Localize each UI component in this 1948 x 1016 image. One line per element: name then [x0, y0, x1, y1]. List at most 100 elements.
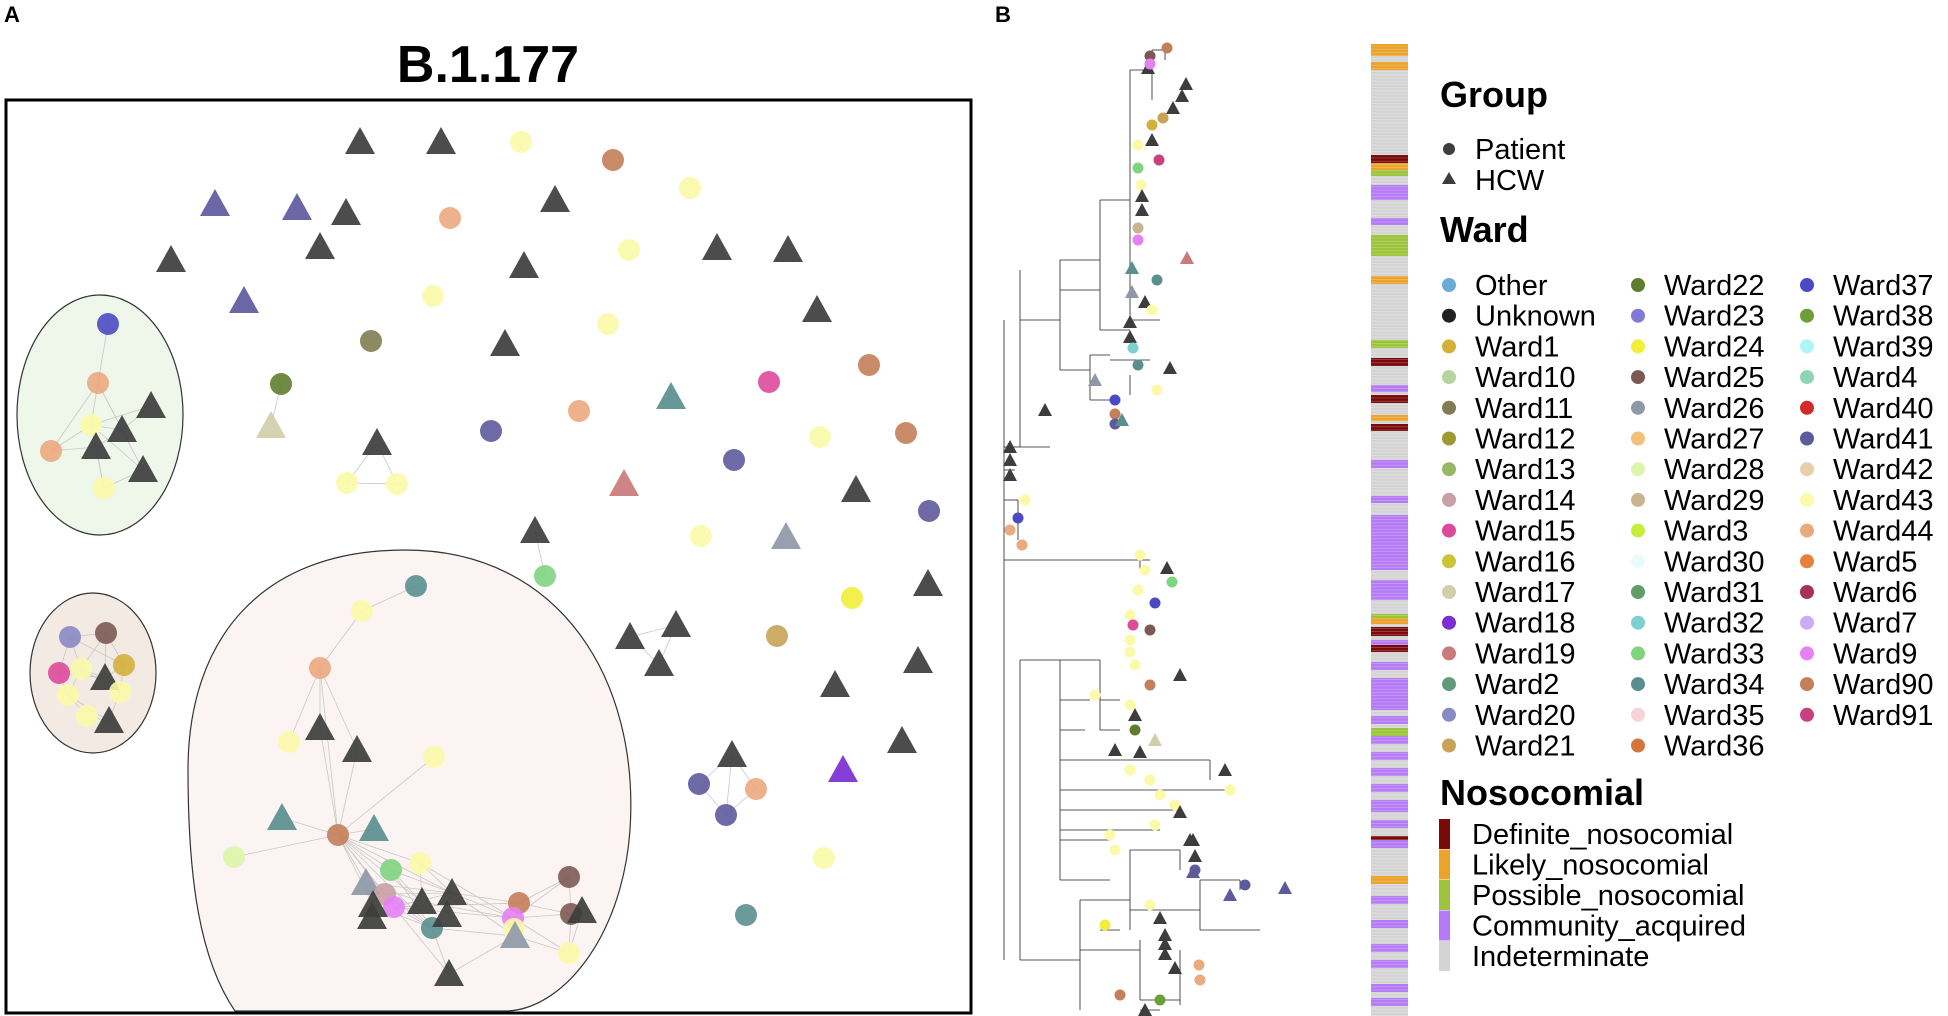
- strip-band: [1371, 896, 1408, 904]
- ward-legend-label: Ward28: [1664, 454, 1764, 486]
- tree-tip-hcw: [1088, 373, 1102, 386]
- tree-tip-hcw: [1166, 101, 1180, 114]
- tree-tip-hcw: [1218, 763, 1232, 776]
- strip-band: [1371, 736, 1408, 744]
- strip-band: [1371, 185, 1408, 200]
- ward-legend-label: Ward9: [1833, 638, 1917, 670]
- patient-node: [602, 149, 624, 171]
- patient-node: [510, 131, 532, 153]
- legend: Group Patient HCW Ward OtherUnknownWard1…: [1439, 74, 1933, 973]
- network-edge: [233, 834, 339, 858]
- network-edge: [50, 382, 99, 452]
- tree-tip-hcw: [1128, 708, 1142, 721]
- tree-tip-patient: [1004, 524, 1016, 536]
- network-edge: [337, 756, 435, 836]
- patient-node: [223, 846, 245, 868]
- strip-band: [1371, 496, 1408, 503]
- tree-tip-patient: [1144, 899, 1156, 911]
- ward-legend-swatch-icon: [1800, 554, 1814, 569]
- legend-group-hcw: HCW: [1475, 165, 1545, 197]
- strip-band: [1371, 163, 1408, 170]
- tree-tip-patient: [1166, 576, 1178, 588]
- tree-tip-hcw: [1145, 133, 1159, 146]
- ward-legend-items: OtherUnknownWard1Ward10Ward11Ward12Ward1…: [1442, 270, 1933, 763]
- nosocomial-legend-swatch: [1439, 910, 1450, 941]
- patient-node: [423, 746, 445, 768]
- ward-legend-swatch-icon: [1631, 585, 1645, 599]
- hcw-node: [136, 391, 166, 418]
- patient-node: [895, 422, 917, 444]
- ward-legend-label: Ward25: [1664, 362, 1764, 394]
- tree-tip-patient: [1109, 408, 1121, 420]
- ward-legend-label: Ward7: [1833, 608, 1917, 640]
- ward-legend-label: Ward3: [1664, 516, 1748, 548]
- network-edge: [390, 869, 433, 929]
- tree-tip-patient: [1144, 50, 1156, 62]
- tree-tip-hcw: [1138, 295, 1152, 308]
- patient-node: [766, 625, 788, 647]
- tree-tip-patient: [1104, 829, 1116, 841]
- hcw-node: [357, 902, 387, 929]
- tree-tip-hcw: [1175, 89, 1189, 102]
- network-nodes: [40, 127, 943, 986]
- tree-tip-hcw: [1278, 881, 1292, 894]
- strip-band: [1371, 840, 1408, 848]
- hcw-node: [887, 726, 917, 753]
- hcw-node: [200, 189, 230, 216]
- ward-legend-swatch-icon: [1442, 278, 1456, 292]
- panel-a-label: A: [4, 2, 20, 27]
- ward-legend-swatch-icon: [1800, 462, 1814, 477]
- tree-tip-hcw: [1003, 468, 1017, 481]
- cluster-hulls: [16, 294, 632, 1012]
- strip-band: [1371, 415, 1408, 421]
- ward-legend-swatch-icon: [1800, 646, 1814, 661]
- ward-legend-label: Ward44: [1833, 516, 1933, 548]
- hcw-node: [267, 803, 297, 830]
- strip-band: [1371, 728, 1408, 736]
- strip-band: [1371, 645, 1408, 652]
- tree-tip-hcw: [1186, 865, 1200, 878]
- tree-branch: [1003, 259, 1100, 447]
- panel-b-label: B: [995, 2, 1011, 27]
- tree-tip-hcw: [1223, 888, 1237, 901]
- ward-legend-swatch-icon: [1631, 278, 1645, 292]
- hcw-node: [913, 569, 943, 596]
- patient-node: [40, 440, 62, 462]
- ward-legend-swatch-icon: [1442, 707, 1456, 722]
- hcw-node: [828, 755, 858, 782]
- legend-group-patient: Patient: [1475, 134, 1565, 166]
- hcw-node: [94, 706, 124, 733]
- patient-node: [809, 426, 831, 448]
- network-title: B.1.177: [397, 36, 579, 94]
- ward-legend-label: Ward18: [1475, 608, 1575, 640]
- tree-tip-patient: [1144, 679, 1156, 691]
- nosocomial-legend-label: Indeterminate: [1472, 941, 1649, 973]
- ward-legend-swatch-icon: [1800, 370, 1814, 385]
- strip-band: [1371, 627, 1408, 636]
- patient-node: [735, 904, 757, 926]
- strip-band: [1371, 515, 1408, 570]
- patient-node: [841, 587, 863, 609]
- network-edge: [319, 667, 358, 751]
- cluster-ellipse-3: [187, 549, 632, 1012]
- hcw-node: [351, 868, 381, 895]
- tree-tip-hcw: [1158, 928, 1172, 941]
- tree-tip-patient: [1099, 919, 1111, 931]
- ward-legend-label: Ward12: [1475, 424, 1575, 456]
- ward-legend-swatch-icon: [1442, 400, 1456, 415]
- ward-legend-swatch-icon: [1631, 738, 1645, 753]
- hcw-node: [509, 251, 539, 278]
- ward-legend-label: Ward13: [1475, 454, 1575, 486]
- ward-legend-swatch-icon: [1442, 554, 1456, 569]
- patient-node: [618, 239, 640, 261]
- hcw-node: [256, 411, 286, 438]
- strip-band: [1371, 920, 1408, 928]
- strip-band: [1371, 768, 1408, 776]
- tree-tip-hcw: [1125, 285, 1139, 298]
- tree-tip-patient: [1157, 112, 1169, 124]
- strip-band: [1371, 662, 1408, 670]
- strip-band: [1371, 876, 1408, 884]
- network-edge: [393, 906, 450, 975]
- tree-tip-hcw: [1168, 961, 1182, 974]
